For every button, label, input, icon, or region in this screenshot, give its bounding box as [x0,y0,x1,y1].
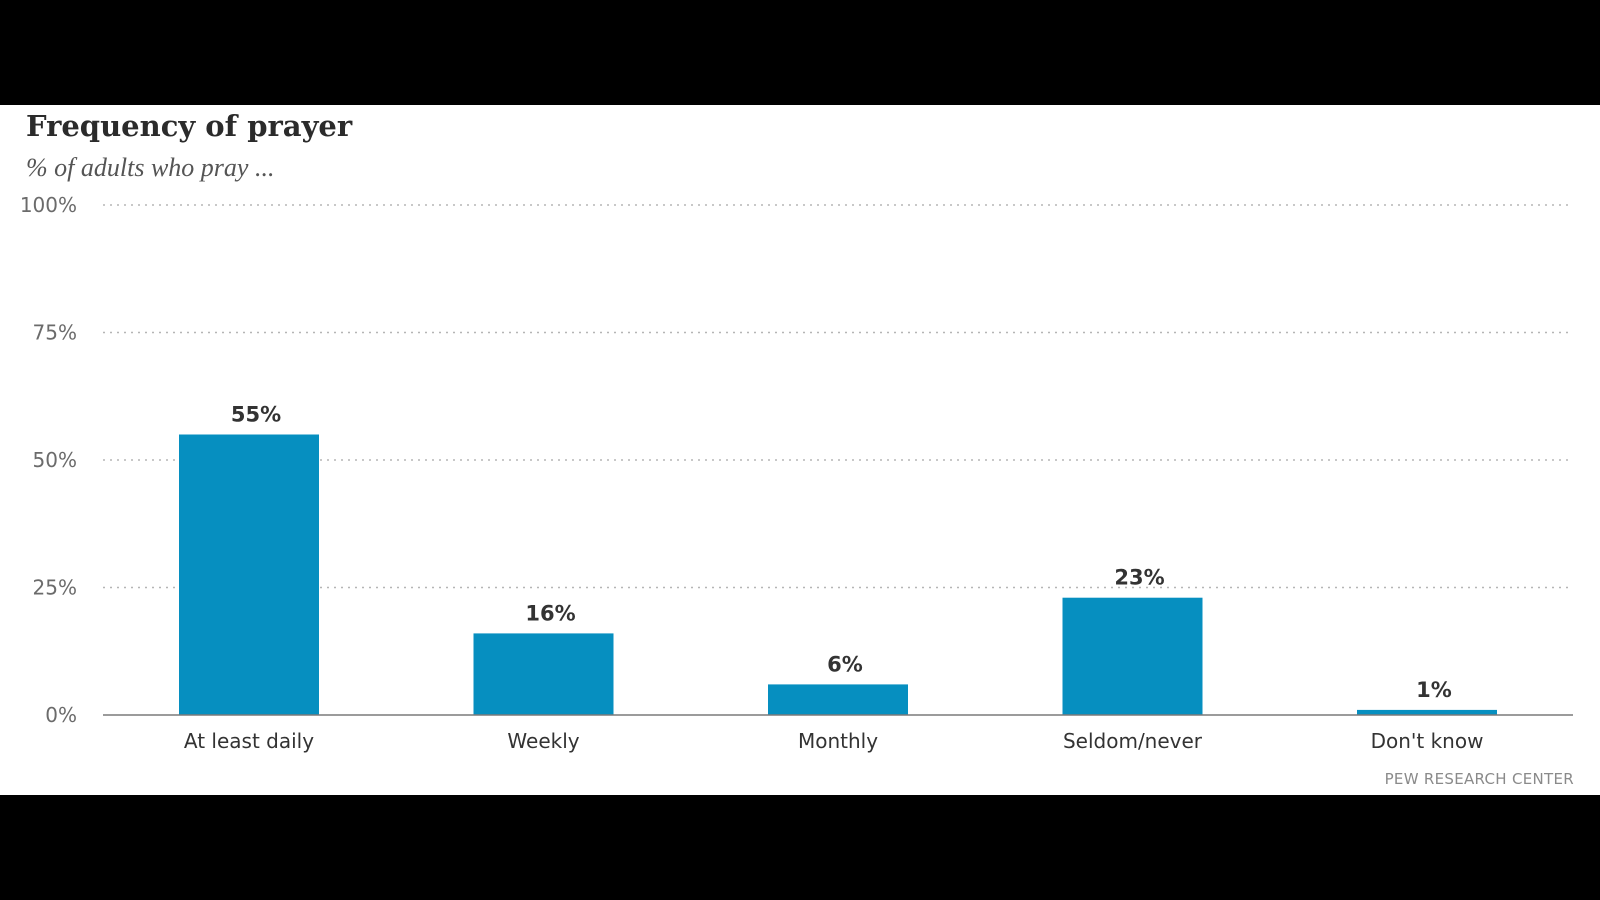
data-label: 1% [1416,678,1452,702]
category-label: At least daily [184,729,314,753]
bar-weekly [473,633,614,715]
y-tick-label: 75% [33,321,77,345]
bar-seldom-never [1062,597,1203,715]
bar-at-least-daily [179,434,319,715]
y-tick-label: 50% [33,448,77,472]
source-credit: PEW RESEARCH CENTER [1384,770,1574,788]
bar-don-t-know [1357,709,1497,715]
data-labels: 55% 16% 6% 23% 1% [231,403,1452,702]
category-label: Seldom/never [1063,729,1203,753]
category-label: Don't know [1371,729,1484,753]
chart-title: Frequency of prayer [26,109,353,143]
category-label: Weekly [507,729,579,753]
y-tick-label: 25% [33,576,77,600]
category-label: Monthly [798,729,878,753]
bar-chart: 0% 25% 50% 75% 100% 55% 16% 6% 23% 1% At least d… [20,193,1573,753]
y-axis-tick-labels: 0% 25% 50% 75% 100% [20,193,77,727]
data-label: 6% [827,652,863,676]
bars [179,434,1497,715]
data-label: 55% [231,403,281,427]
data-label: 16% [525,601,575,625]
chart-subtitle: % of adults who pray ... [26,153,275,182]
data-label: 23% [1114,566,1164,590]
y-tick-label: 100% [20,193,77,217]
chart-panel: Frequency of prayer % of adults who pray… [0,105,1600,795]
bar-monthly [768,684,908,715]
y-tick-label: 0% [45,703,77,727]
gridlines [103,204,1573,589]
category-labels: At least daily Weekly Monthly Seldom/never D… [184,729,1484,753]
